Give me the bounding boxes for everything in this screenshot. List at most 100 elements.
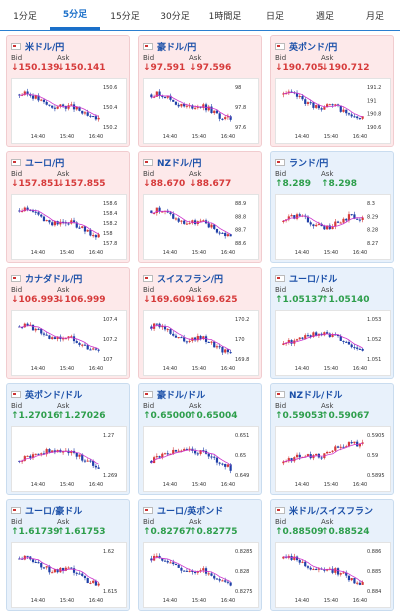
candle-body xyxy=(42,453,46,455)
candle-body xyxy=(153,212,156,214)
tab-0[interactable]: 1分足 xyxy=(13,11,37,22)
candle-body xyxy=(221,118,224,120)
candle-body xyxy=(194,107,197,109)
tab-5[interactable]: 日足 xyxy=(265,11,284,22)
candle-body xyxy=(188,105,191,107)
candlestick-chart: 0.651 0.65 0.649 14:40 15:40 16:40 xyxy=(150,433,249,488)
candle-body xyxy=(350,114,353,117)
currency-card[interactable]: NZドル/円 Bid Ask ↓88.670 ↓88.677 88.9 88.8 88.7 88… xyxy=(138,151,262,263)
currency-card[interactable]: 米ドル/スイスフラン Bid Ask ↑0.88509↑0.88524 0.886 0.8… xyxy=(270,499,394,611)
currency-card[interactable]: ユーロ/豪ドル Bid Ask ↑1.61739↑1.61753 1.62 1.615 14… xyxy=(6,499,130,611)
candle-body xyxy=(336,446,340,448)
currency-card[interactable]: ユーロ/円 Bid Ask ↓157.851↓157.855 158.6 158.4 158… xyxy=(6,151,130,263)
ask-price: ↓150.141 xyxy=(57,63,106,73)
tab-7[interactable]: 月足 xyxy=(365,11,384,22)
candle-body xyxy=(202,450,205,452)
card-title: ユーロ/英ポンド xyxy=(143,503,223,517)
currency-card[interactable]: ランド/円 Bid Ask ↑8.289 ↑8.298 8.3 8.29 8.28 8.27 14… xyxy=(270,151,394,263)
currency-card[interactable]: 豪ドル/円 Bid Ask ↓97.591 ↓97.596 98 97.8 97.6 14:40… xyxy=(138,35,262,147)
currency-card[interactable]: ユーロ/英ポンド Bid Ask ↑0.82767↑0.82775 0.8285 0.82… xyxy=(138,499,262,611)
candle-body xyxy=(301,337,304,339)
candle-body xyxy=(72,568,76,573)
candle-body xyxy=(62,567,65,571)
candle-body xyxy=(169,329,172,334)
candle-body xyxy=(53,221,56,226)
currency-card[interactable]: 英ポンド/ドル Bid Ask ↑1.27016↑1.27026 1.27 1.269 14… xyxy=(6,383,130,495)
bid-ask-labels: Bid Ask xyxy=(143,54,235,62)
candle-body xyxy=(358,443,361,447)
x-tick-label: 16:40 xyxy=(89,134,103,140)
prices: ↑1.27016↑1.27026 xyxy=(11,411,106,421)
currency-card[interactable]: ユーロ/ドル Bid Ask ↑1.05137↑1.05140 1.053 1.052 1.… xyxy=(270,267,394,379)
candle-body xyxy=(331,104,334,106)
ask-label: Ask xyxy=(321,54,334,62)
bid-price: ↓190.705 xyxy=(275,63,324,73)
flag-icon xyxy=(11,274,21,282)
candle-body xyxy=(210,106,213,114)
candlestick-chart: 0.886 0.885 0.884 14:40 15:40 16:40 xyxy=(282,549,381,604)
mini-chart: 158.6 158.4 158.2 158 157.8 14:40 15:40 16:40 xyxy=(11,194,127,260)
candle-body xyxy=(287,216,290,220)
y-tick-label: 0.5905 xyxy=(367,433,385,439)
mini-chart: 98 97.8 97.6 14:40 15:40 16:40 xyxy=(143,78,259,144)
candle-body xyxy=(350,344,353,348)
currency-card[interactable]: カナダドル/円 Bid Ask ↓106.993↓106.999 107.4 107.2 1… xyxy=(6,267,130,379)
y-tick-label: 191.2 xyxy=(367,85,381,91)
candle-body xyxy=(72,220,76,223)
prices: ↑0.82767↑0.82775 xyxy=(143,527,238,537)
candle-body xyxy=(229,116,232,120)
candle-body xyxy=(34,328,37,331)
currency-card[interactable]: 米ドル/円 Bid Ask ↓150.139↓150.141 150.6 150.4 150… xyxy=(6,35,130,147)
candle-body xyxy=(361,442,364,444)
candle-body xyxy=(23,456,26,461)
candle-body xyxy=(312,332,315,337)
tab-3[interactable]: 30分足 xyxy=(160,11,190,22)
x-tick-label: 16:40 xyxy=(353,598,367,604)
flag-icon xyxy=(275,506,285,514)
candle-body xyxy=(336,334,340,337)
card-title: 英ポンド/円 xyxy=(275,39,337,53)
mini-chart: 1.27 1.269 14:40 15:40 16:40 xyxy=(11,426,127,492)
ask-label: Ask xyxy=(57,402,70,410)
candle-body xyxy=(97,234,100,238)
flag-icon xyxy=(143,158,153,166)
moving-average-line xyxy=(151,556,231,582)
tab-4[interactable]: 1時間足 xyxy=(208,11,242,22)
candle-body xyxy=(215,578,219,580)
currency-card[interactable]: 豪ドル/ドル Bid Ask ↑0.65000↑0.65004 0.651 0.65 0.6… xyxy=(138,383,262,495)
currency-card[interactable]: 英ポンド/円 Bid Ask ↓190.705↓190.712 191.2 191 190.… xyxy=(270,35,394,147)
candle-body xyxy=(226,349,229,353)
tab-6[interactable]: 週足 xyxy=(315,11,334,22)
x-tick-label: 14:40 xyxy=(295,366,309,372)
candle-body xyxy=(150,210,153,214)
candle-body xyxy=(81,573,84,576)
candle-body xyxy=(304,99,307,104)
x-tick-label: 15:40 xyxy=(324,366,338,372)
bid-ask-labels: Bid Ask xyxy=(275,518,367,526)
pair-name: ユーロ/豪ドル xyxy=(25,506,83,517)
candle-body xyxy=(356,582,359,584)
candle-body xyxy=(70,336,73,338)
candle-body xyxy=(83,344,87,346)
candle-body xyxy=(26,455,29,457)
currency-card[interactable]: NZドル/ドル Bid Ask ↑0.59053↑0.59067 0.5905 0.59 0… xyxy=(270,383,394,495)
bid-price: ↑0.88509 xyxy=(275,527,324,537)
x-tick-label: 16:40 xyxy=(353,134,367,140)
prices: ↑0.88509↑0.88524 xyxy=(275,527,370,537)
timeframe-tabs: 1分足 5分足 15分足 30分足 1時間足 日足 週足 月足 xyxy=(0,0,400,31)
candle-body xyxy=(97,583,100,586)
candle-body xyxy=(31,95,35,99)
candle-body xyxy=(53,450,56,453)
x-tick-label: 15:40 xyxy=(192,250,206,256)
currency-card[interactable]: スイスフラン/円 Bid Ask ↓169.609↓169.625 170.2 170 16… xyxy=(138,267,262,379)
tab-1[interactable]: 5分足 xyxy=(50,0,100,30)
x-tick-label: 15:40 xyxy=(60,134,74,140)
candle-body xyxy=(188,570,191,572)
tab-2[interactable]: 15分足 xyxy=(110,11,140,22)
moving-average-line xyxy=(151,324,231,351)
bid-label: Bid xyxy=(275,402,287,410)
candle-body xyxy=(199,570,202,572)
bid-label: Bid xyxy=(275,286,287,294)
candle-body xyxy=(356,116,359,119)
candle-body xyxy=(218,113,221,119)
